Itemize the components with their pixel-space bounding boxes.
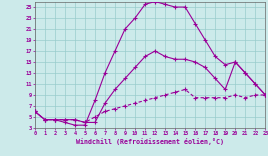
X-axis label: Windchill (Refroidissement éolien,°C): Windchill (Refroidissement éolien,°C): [76, 138, 224, 145]
